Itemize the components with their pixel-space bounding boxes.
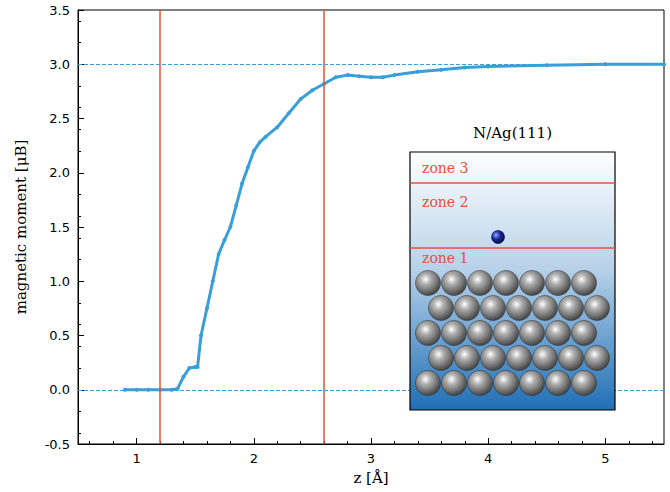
svg-text:1.5: 1.5	[49, 220, 70, 235]
svg-text:4: 4	[484, 451, 492, 466]
svg-text:1: 1	[132, 451, 140, 466]
svg-text:2.0: 2.0	[49, 165, 70, 180]
svg-text:3.0: 3.0	[49, 57, 70, 72]
svg-text:z [Å]: z [Å]	[353, 469, 388, 487]
svg-text:3.5: 3.5	[49, 3, 70, 18]
svg-text:0.0: 0.0	[49, 382, 70, 397]
svg-text:2.5: 2.5	[49, 111, 70, 126]
svg-text:3: 3	[367, 451, 375, 466]
svg-text:5: 5	[601, 451, 609, 466]
svg-text:N/Ag(111): N/Ag(111)	[473, 124, 552, 142]
svg-text:zone 1: zone 1	[422, 250, 468, 266]
svg-text:0.5: 0.5	[49, 328, 70, 343]
svg-text:2: 2	[250, 451, 258, 466]
svg-text:1.0: 1.0	[49, 274, 70, 289]
svg-text:zone 2: zone 2	[422, 194, 468, 210]
svg-text:zone 3: zone 3	[422, 160, 468, 176]
svg-text:-0.5: -0.5	[45, 437, 70, 452]
svg-text:magnetic moment [μB]: magnetic moment [μB]	[12, 140, 30, 315]
